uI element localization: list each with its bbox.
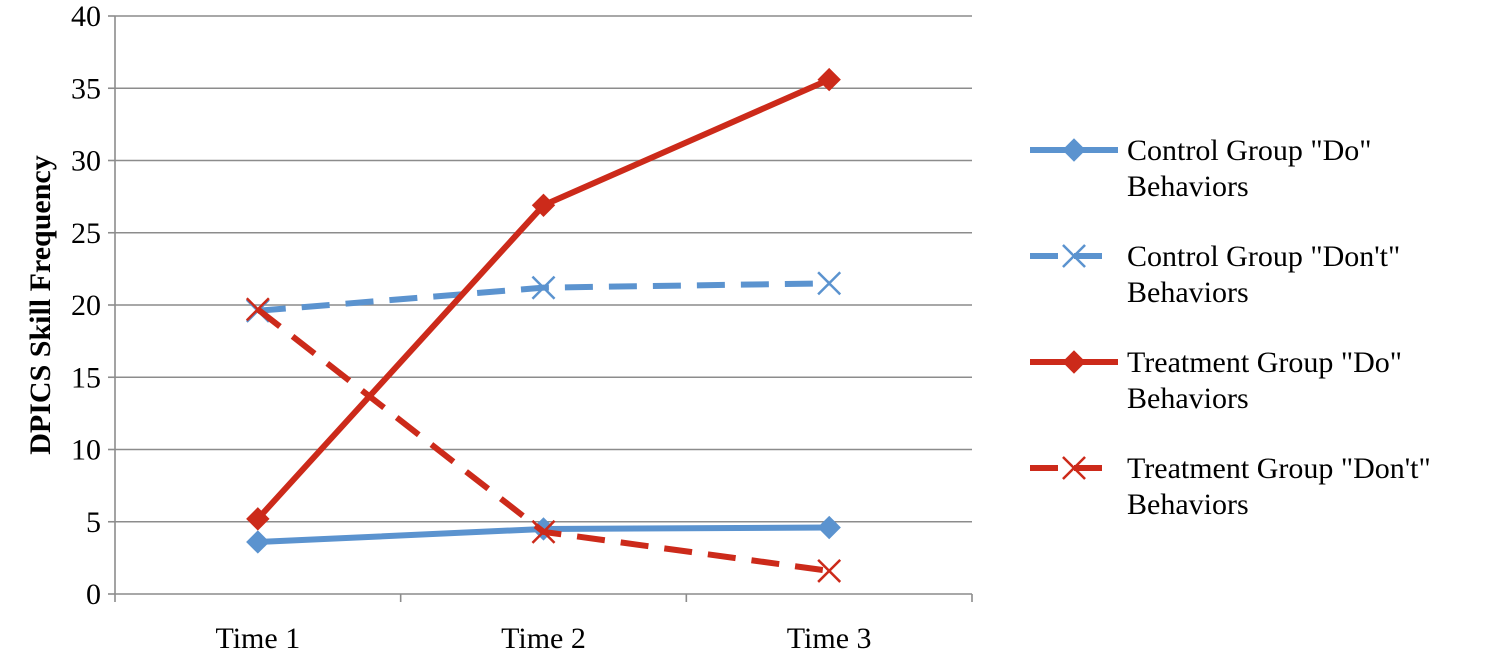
x-marker [245, 297, 270, 322]
x-marker [1062, 244, 1086, 268]
x-marker-stroke [817, 271, 842, 296]
diamond-marker [817, 67, 841, 92]
legend-label-line: Behaviors [1127, 382, 1249, 415]
diamond-marker [1062, 350, 1086, 374]
legend-label: Control Group "Don't" Behaviors [1127, 240, 1400, 309]
x-marker-stroke [531, 519, 556, 544]
x-marker-stroke [1062, 456, 1086, 480]
legend-item-4: Treatment Group "Don't" Behaviors [1030, 452, 1431, 521]
series-2 [245, 271, 842, 323]
x-marker-stroke [817, 558, 842, 583]
legend-label-line: Treatment Group "Do" [1127, 346, 1402, 379]
y-tick-label: 10 [71, 434, 101, 467]
x-marker-stroke [1062, 244, 1086, 268]
y-tick-label: 40 [71, 0, 101, 33]
x-tick-label: Time 2 [501, 622, 586, 655]
legend-label-line: Treatment Group "Don't" [1127, 452, 1431, 485]
x-marker [531, 519, 556, 544]
series-4 [245, 297, 842, 583]
x-tick-label: Time 1 [215, 622, 300, 655]
legend-label-line: Behaviors [1127, 276, 1249, 309]
y-tick-label: 0 [86, 578, 101, 611]
legend-item-1: Control Group "Do" Behaviors [1030, 134, 1371, 203]
y-tick-label: 35 [71, 72, 101, 105]
legend-label-line: Behaviors [1127, 488, 1249, 521]
y-tick-label: 5 [86, 506, 101, 539]
y-axis-title: DPICS Skill Frequency [24, 155, 57, 455]
y-tick-label: 15 [71, 361, 101, 394]
diamond-marker [817, 515, 841, 540]
x-marker [1062, 456, 1086, 480]
x-marker-stroke [531, 275, 556, 300]
x-marker [531, 275, 556, 300]
x-marker-stroke [245, 297, 270, 322]
y-tick-label: 30 [71, 145, 101, 178]
legend-label-line: Behaviors [1127, 170, 1249, 203]
series [245, 67, 842, 583]
series-3 [246, 67, 841, 531]
x-marker [817, 558, 842, 583]
legend-item-2: Control Group "Don't" Behaviors [1030, 240, 1400, 309]
legend-item-3: Treatment Group "Do" Behaviors [1030, 346, 1402, 415]
diamond-marker [246, 507, 270, 531]
y-tick-label: 25 [71, 217, 101, 250]
legend-label: Treatment Group "Do" Behaviors [1127, 346, 1402, 415]
axes: 0 5 10 15 20 25 30 35 40 Time 1 Time 2 Time 3 [71, 0, 973, 655]
diamond-marker [531, 193, 556, 218]
legend-label-line: Control Group "Do" [1127, 134, 1371, 167]
x-tick-label: Time 3 [787, 622, 872, 655]
diamond-marker [1062, 138, 1086, 162]
gridlines [115, 15, 972, 523]
legend-label-line: Control Group "Don't" [1127, 240, 1400, 273]
x-marker [817, 271, 842, 296]
legend-label: Control Group "Do" Behaviors [1127, 134, 1371, 203]
y-tick-label: 20 [71, 289, 101, 322]
series-line [255, 76, 831, 521]
diamond-marker [246, 530, 270, 554]
legend-label: Treatment Group "Don't" Behaviors [1127, 452, 1431, 521]
